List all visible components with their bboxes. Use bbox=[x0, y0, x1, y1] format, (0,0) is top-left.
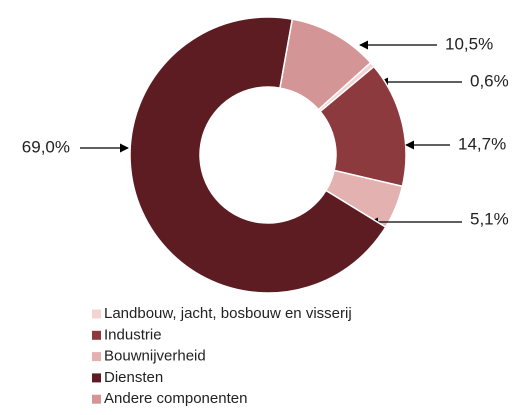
legend-label: Landbouw, jacht, bosbouw en visserij bbox=[104, 305, 352, 322]
legend-swatch bbox=[92, 394, 101, 404]
data-label: 0,6% bbox=[470, 71, 509, 90]
legend-swatch bbox=[92, 352, 101, 362]
data-label: 69,0% bbox=[22, 137, 70, 156]
data-label: 10,5% bbox=[445, 34, 493, 53]
donut-segment bbox=[279, 18, 372, 111]
legend-swatch bbox=[92, 309, 101, 319]
legend-label: Diensten bbox=[104, 369, 163, 386]
donut-segment bbox=[129, 16, 387, 294]
legend-swatch bbox=[92, 373, 101, 383]
data-label: 5,1% bbox=[470, 209, 509, 228]
legend-label: Bouwnijverheid bbox=[104, 348, 206, 365]
data-label: 14,7% bbox=[458, 134, 506, 153]
legend-label: Industrie bbox=[104, 326, 162, 343]
legend-label: Andere componenten bbox=[104, 390, 247, 407]
legend-swatch bbox=[92, 330, 101, 340]
